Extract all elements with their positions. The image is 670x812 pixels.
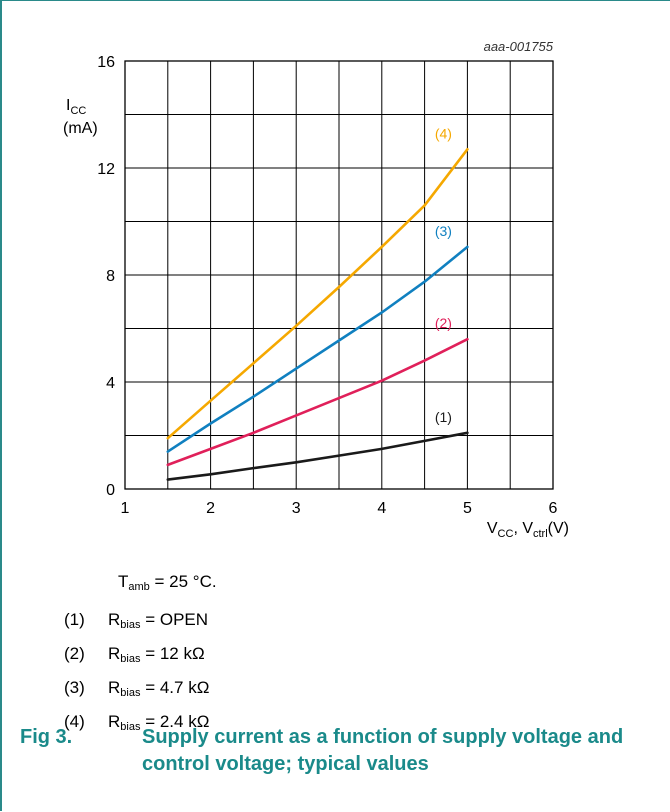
x-tick-label: 5 [463,500,472,517]
x-tick-label: 6 [549,500,558,517]
plot-border [124,60,554,490]
y-tick-label: 4 [106,375,115,392]
x-tick-label: 3 [292,500,301,517]
series-line-2 [166,337,469,467]
x-axis-label: VCC, Vctrl(V) [487,520,569,540]
figure-title: Supply current as a function of supply v… [142,726,624,775]
legend-symbol: R [108,610,121,629]
temperature-note: Tamb = 25 °C. [118,572,217,593]
y-tick-label: 8 [106,268,115,285]
y-tick-label: 0 [106,482,115,499]
legend-index: (3) [64,678,85,697]
tamb-subscript: amb [128,581,150,593]
x-tick-label: 2 [206,500,215,517]
tamb-value: = 25 °C. [149,572,217,591]
y-tick-label: 12 [97,161,115,178]
series-line-1 [166,431,469,481]
series-line-4 [166,148,469,440]
y-axis-unit: (mA) [63,120,98,137]
series-label-4: (4) [435,125,452,141]
series-line-3 [166,245,469,453]
legend-value: = 12 kΩ [140,644,205,663]
legend-item-3: (3) Rbias = 4.7 kΩ [64,678,209,699]
tamb-symbol: T [118,572,129,591]
series-label-2: (2) [435,315,452,331]
legend-symbol: R [108,678,121,697]
legend-index: (1) [64,610,85,629]
series-label-1: (1) [435,409,452,425]
legend-symbol: R [108,644,121,663]
legend-item-1: (1) Rbias = OPEN [64,610,208,631]
y-axis-label: ICC [66,97,86,117]
y-tick-label: 16 [97,54,115,71]
series-label-3: (3) [435,223,452,239]
legend-subscript: bias [120,721,141,733]
legend-item-4: (4) Rbias = 2.4 kΩ [64,712,209,733]
legend-item-2: (2) Rbias = 12 kΩ [64,644,205,665]
legend-subscript: bias [120,687,141,699]
legend-index: (2) [64,644,85,663]
legend-index: (4) [64,712,85,731]
legend-subscript: bias [120,619,141,631]
legend-subscript: bias [120,653,141,665]
legend-value: = 4.7 kΩ [140,678,210,697]
x-tick-label: 1 [121,500,130,517]
figure-code-label: aaa-001755 [484,39,554,54]
x-tick-label: 4 [377,500,386,517]
legend-symbol: R [108,712,121,731]
legend-value: = 2.4 kΩ [140,712,210,731]
figure-number: Fig 3. [20,726,73,748]
legend-value: = OPEN [140,610,209,629]
